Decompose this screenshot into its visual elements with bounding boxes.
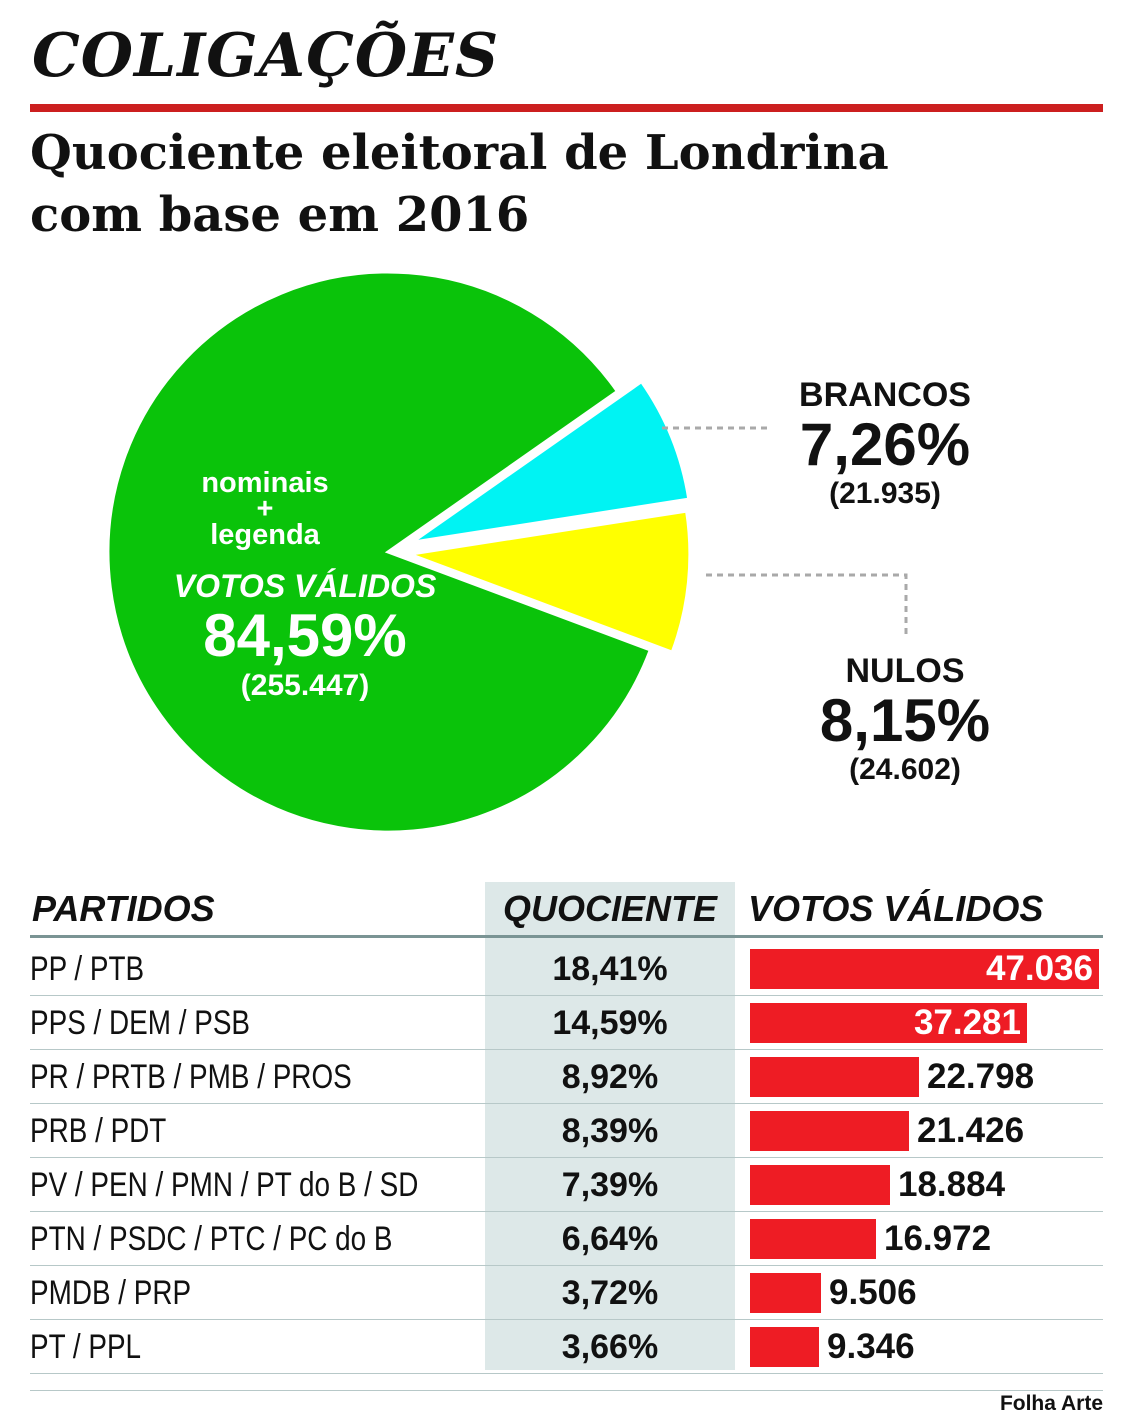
quociente-column-bg (485, 882, 735, 1370)
vote-value-label: 18.884 (898, 1165, 1006, 1204)
table-row: PT / PPL 3,66% 9.346 (30, 1320, 1103, 1374)
quociente-value: 3,66% (561, 1328, 659, 1366)
quociente-value: 6,64% (561, 1220, 659, 1258)
chart-title-line1: Quociente eleitoral de Londrina (30, 125, 889, 181)
red-rule (30, 104, 1103, 112)
validos-sublabel-1: nominais (201, 467, 329, 499)
pie-slice-nulos (403, 509, 692, 655)
validos-count: (255.447) (240, 669, 370, 702)
quociente-value: 14,59% (552, 1004, 668, 1042)
table-row: PTN / PSDC / PTC / PC do B 6,64% 16.972 (30, 1212, 1103, 1266)
row-divider (30, 1211, 1103, 1212)
vote-bar (750, 1111, 909, 1151)
party-name: PV / PEN / PMN / PT do B / SD (30, 1166, 419, 1204)
nulos-count: (24.602) (849, 753, 961, 786)
party-name: PMDB / PRP (30, 1274, 192, 1312)
vote-bar (750, 1327, 819, 1367)
row-divider (30, 1373, 1103, 1374)
vote-bar (750, 949, 1099, 989)
leader-line-nulos (706, 573, 908, 635)
vote-bar (750, 1273, 821, 1313)
quociente-value: 18,41% (552, 950, 668, 988)
pie-chart (106, 270, 908, 834)
row-divider (30, 1049, 1103, 1050)
brancos-label: BRANCOS 7,26% (21.935) (760, 376, 1010, 512)
quociente-value: 7,39% (561, 1166, 659, 1204)
vote-value-label: 22.798 (927, 1057, 1035, 1096)
row-divider (30, 1265, 1103, 1266)
bottom-rule (30, 1390, 1103, 1391)
table-row: PP / PTB 18,41% 47.036 (30, 942, 1103, 996)
party-name: PPS / DEM / PSB (30, 1004, 251, 1042)
credit: Folha Arte (999, 1392, 1103, 1415)
nulos-name: NULOS (845, 652, 965, 690)
validos-label: nominais + legenda VOTOS VÁLIDOS 84,59% … (150, 468, 460, 704)
section-title: COLIGAÇÕES (32, 21, 500, 91)
party-name: PR / PRTB / PMB / PROS (30, 1058, 352, 1096)
party-name: PP / PTB (30, 950, 145, 988)
vote-bar (750, 1219, 876, 1259)
row-divider (30, 1319, 1103, 1320)
table-row: PMDB / PRP 3,72% 9.506 (30, 1266, 1103, 1320)
header-rule (30, 935, 1103, 938)
quociente-value: 8,39% (561, 1112, 659, 1150)
validos-name: VOTOS VÁLIDOS (173, 568, 437, 604)
brancos-count: (21.935) (829, 477, 941, 510)
vote-value-label: 21.426 (917, 1111, 1025, 1150)
chart-title-line2: com base em 2016 (30, 187, 530, 243)
row-divider (30, 995, 1103, 996)
col-header-votos-validos: VOTOS VÁLIDOS (748, 888, 1044, 929)
col-header-quociente: QUOCIENTE (502, 888, 717, 929)
validos-sublabel-plus: + (256, 493, 274, 525)
pie-slice-validos (106, 270, 653, 834)
nulos-percent: 8,15% (819, 687, 991, 754)
quociente-value: 3,72% (561, 1274, 659, 1312)
party-name: PT / PPL (30, 1328, 142, 1366)
chart-title: Quociente eleitoral de Londrina com base… (30, 122, 889, 246)
table-row: PV / PEN / PMN / PT do B / SD 7,39% 18.884 (30, 1158, 1103, 1212)
party-name: PRB / PDT (30, 1112, 167, 1150)
vote-bar (750, 1057, 919, 1097)
table-row: PPS / DEM / PSB 14,59% 37.281 (30, 996, 1103, 1050)
vote-value-label: 47.036 (985, 949, 1093, 988)
vote-bar (750, 1003, 1027, 1043)
pie-slice-brancos (411, 379, 691, 544)
party-name: PTN / PSDC / PTC / PC do B (30, 1220, 393, 1258)
quociente-value: 8,92% (561, 1058, 659, 1096)
validos-sublabel-2: legenda (210, 519, 320, 551)
row-divider (30, 1157, 1103, 1158)
vote-value-label: 16.972 (884, 1219, 992, 1258)
table-row: PR / PRTB / PMB / PROS 8,92% 22.798 (30, 1050, 1103, 1104)
vote-value-label: 9.346 (827, 1327, 915, 1366)
brancos-percent: 7,26% (799, 411, 971, 478)
vote-value-label: 37.281 (913, 1003, 1021, 1042)
brancos-name: BRANCOS (799, 376, 971, 414)
col-header-partidos: PARTIDOS (32, 888, 215, 929)
validos-percent: 84,59% (203, 602, 407, 669)
vote-bar (750, 1165, 890, 1205)
table-row: PRB / PDT 8,39% 21.426 (30, 1104, 1103, 1158)
vote-value-label: 9.506 (829, 1273, 917, 1312)
nulos-label: NULOS 8,15% (24.602) (780, 652, 1030, 788)
row-divider (30, 1103, 1103, 1104)
